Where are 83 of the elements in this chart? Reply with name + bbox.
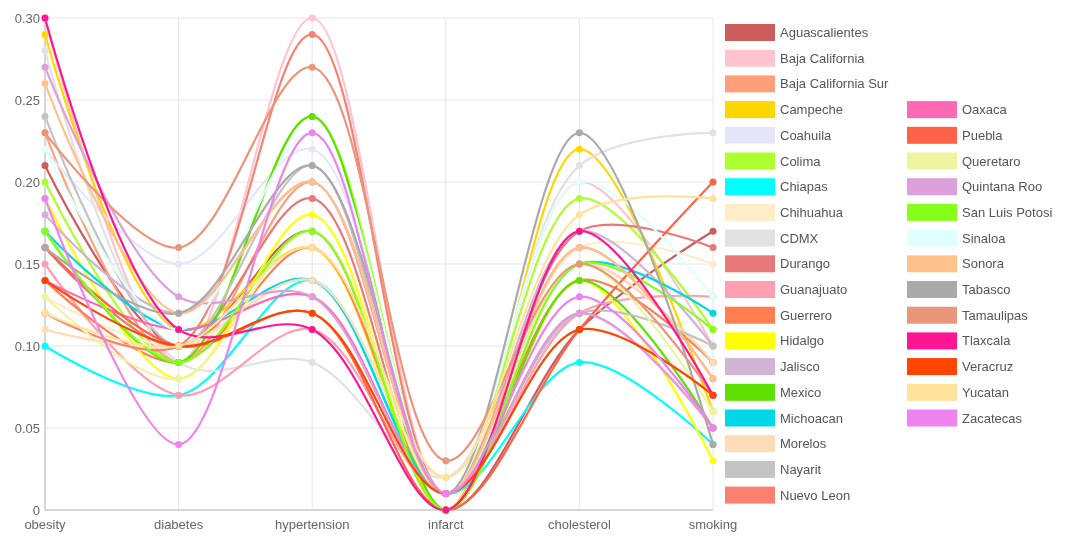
legend-label: Jalisco — [780, 359, 820, 375]
point — [575, 194, 583, 202]
legend-label: Zacatecas — [962, 410, 1023, 426]
point — [709, 227, 717, 235]
legend-label: Oaxaca — [962, 102, 1008, 118]
legend-label: Sinaloa — [962, 230, 1007, 246]
point — [575, 358, 583, 366]
y-tick-label: 0.15 — [14, 256, 40, 272]
point — [41, 260, 49, 268]
point — [41, 30, 49, 38]
point — [575, 211, 583, 219]
point — [709, 244, 717, 252]
legend-label: Nuevo Leon — [780, 487, 851, 503]
legend-label: Yucatan — [962, 384, 1009, 400]
y-tick-label: 0.05 — [14, 420, 40, 436]
legend-label: Nayarit — [780, 461, 822, 477]
x-tick-label: hypertension — [274, 517, 350, 532]
point — [41, 162, 49, 170]
legend-label: Campeche — [780, 102, 843, 118]
point — [175, 440, 183, 448]
legend-label: Hidalgo — [780, 333, 825, 349]
point — [575, 162, 583, 170]
legend-label: Sonora — [962, 256, 1005, 272]
point — [308, 211, 316, 219]
point — [175, 244, 183, 252]
legend-label: San Luis Potosi — [962, 204, 1053, 220]
legend-label: CDMX — [780, 230, 819, 246]
point — [308, 30, 316, 38]
legend-label: Morelos — [780, 436, 827, 452]
legend-label: Guerrero — [780, 307, 833, 323]
point — [709, 178, 717, 186]
legend-label: Puebla — [962, 127, 1004, 143]
x-tick-label: infarct — [428, 517, 464, 532]
point — [41, 112, 49, 120]
point — [41, 211, 49, 219]
point — [175, 293, 183, 301]
legend-label: Baja California — [780, 50, 866, 66]
point — [308, 145, 316, 153]
legend-label: Coahuila — [780, 127, 833, 143]
legend-label: Guanajuato — [780, 282, 848, 297]
point — [709, 260, 717, 268]
point — [308, 194, 316, 202]
legend-label: Chihuahua — [780, 204, 844, 220]
y-tick-label: 0.30 — [14, 10, 40, 26]
legend-label: Tamaulipas — [962, 307, 1029, 323]
x-tick-label: diabetes — [154, 517, 204, 532]
legend-label: Durango — [780, 256, 830, 272]
legend-label: Queretaro — [962, 153, 1021, 169]
legend-label: Veracruz — [962, 359, 1014, 375]
point — [575, 293, 583, 301]
y-tick-label: 0.10 — [14, 338, 40, 354]
legend-label: Baja California Sur — [780, 76, 890, 92]
point — [709, 194, 717, 202]
y-tick-label: 0 — [32, 502, 40, 518]
point — [575, 129, 583, 137]
point — [442, 457, 450, 465]
point — [175, 260, 183, 268]
x-tick-label: obesity — [24, 517, 67, 532]
point — [41, 80, 49, 88]
point — [308, 63, 316, 71]
point — [575, 145, 583, 153]
y-tick-label: 0.25 — [14, 92, 40, 108]
point — [709, 129, 717, 137]
legend-label: Colima — [780, 153, 822, 169]
point — [41, 63, 49, 71]
point — [308, 14, 316, 22]
x-tick-label: smoking — [688, 517, 738, 532]
point — [41, 178, 49, 186]
point — [41, 342, 49, 350]
x-tick-label: cholesterol — [547, 517, 611, 532]
legend-label: Tlaxcala — [962, 333, 1012, 349]
legend-label: Mexico — [780, 384, 822, 400]
point — [41, 47, 49, 55]
legend-label: Chiapas — [780, 179, 829, 195]
point — [709, 457, 717, 465]
legend-label: Tabasco — [962, 282, 1011, 297]
point — [308, 358, 316, 366]
legend-label: Quintana Roo — [962, 179, 1043, 195]
legend-label: Michoacan — [780, 410, 843, 426]
y-tick-label: 0.20 — [14, 174, 40, 190]
point — [709, 309, 717, 317]
legend-label: Aguascalientes — [780, 25, 869, 40]
point — [41, 326, 49, 334]
